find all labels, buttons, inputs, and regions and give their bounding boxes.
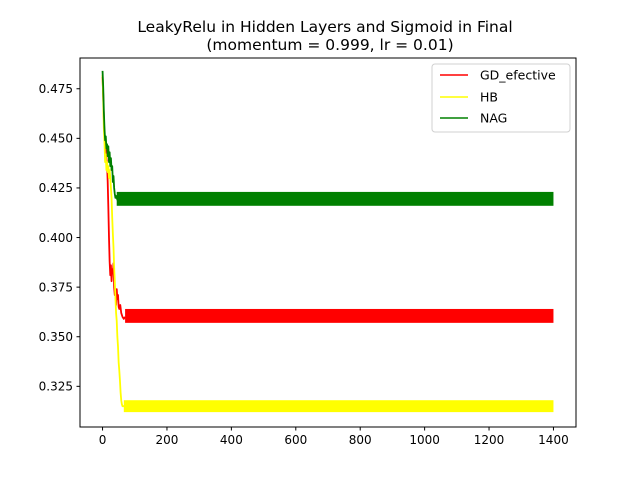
series-band-hb — [124, 400, 554, 412]
x-tick-label: 200 — [156, 433, 179, 447]
y-tick-label: 0.400 — [39, 231, 73, 245]
x-axis-ticks: 0 200 400 600 800 1000 1200 1400 — [99, 427, 569, 447]
y-tick-label: 0.475 — [39, 82, 73, 96]
series-line-hb — [103, 75, 126, 406]
x-tick-label: 0 — [99, 433, 107, 447]
y-tick-label: 0.325 — [39, 380, 73, 394]
chart-subtitle: (momentum = 0.999, lr = 0.01) — [206, 36, 453, 54]
y-tick-label: 0.425 — [39, 181, 73, 195]
series-band-nag — [117, 192, 554, 206]
chart-title: LeakyRelu in Hidden Layers and Sigmoid i… — [137, 18, 512, 36]
legend-label-hb: HB — [480, 90, 498, 105]
y-tick-label: 0.450 — [39, 132, 73, 146]
y-tick-label: 0.350 — [39, 330, 73, 344]
x-tick-label: 400 — [220, 433, 243, 447]
series-band-gd-efective — [125, 309, 553, 323]
legend-label-nag: NAG — [480, 111, 507, 126]
x-tick-label: 1400 — [538, 433, 569, 447]
x-tick-label: 600 — [284, 433, 307, 447]
y-axis-ticks: 0.325 0.350 0.375 0.400 0.425 0.450 0.475 — [39, 82, 80, 394]
legend: GD_efective HB NAG — [432, 64, 570, 132]
x-tick-label: 1000 — [409, 433, 440, 447]
x-tick-label: 1200 — [474, 433, 505, 447]
legend-label-gd-efective: GD_efective — [480, 68, 556, 83]
x-tick-label: 800 — [349, 433, 372, 447]
y-tick-label: 0.375 — [39, 280, 73, 294]
